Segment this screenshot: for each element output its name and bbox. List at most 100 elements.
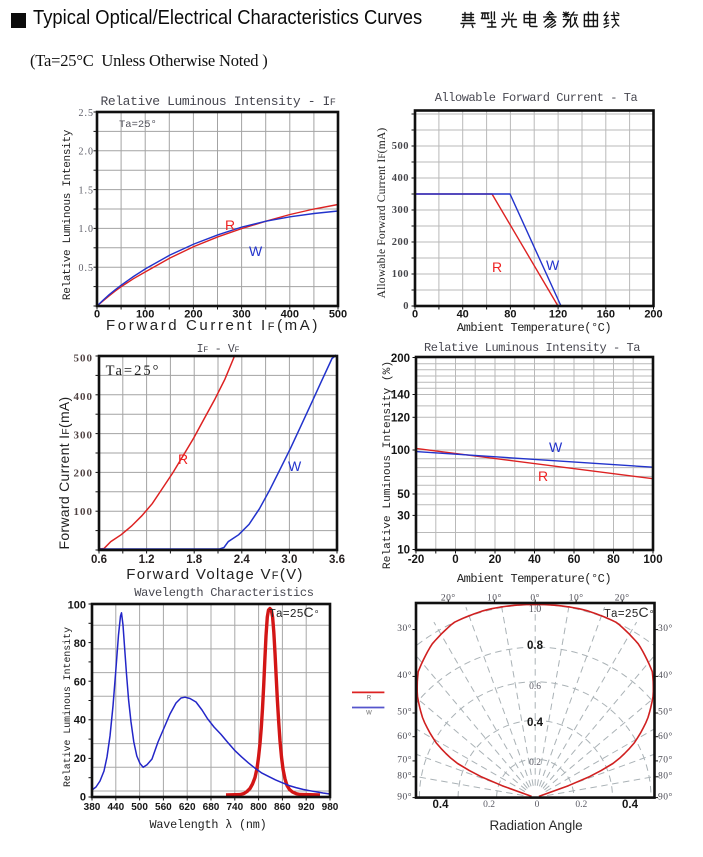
svg-text:1.0: 1.0 <box>79 224 95 235</box>
svg-text:Wavelength Characteristics: Wavelength Characteristics <box>134 586 314 600</box>
svg-text:-20: -20 <box>408 554 425 566</box>
svg-text:1.2: 1.2 <box>139 554 155 566</box>
svg-text:60: 60 <box>74 676 86 688</box>
svg-text:740: 740 <box>226 802 243 813</box>
svg-text:0°: 0° <box>530 593 540 604</box>
svg-text:R: R <box>367 696 372 702</box>
svg-text:800: 800 <box>250 802 267 813</box>
svg-text:20: 20 <box>74 753 86 765</box>
svg-text:100: 100 <box>392 269 409 280</box>
svg-text:60: 60 <box>568 554 581 566</box>
svg-text:0.2: 0.2 <box>529 758 541 768</box>
svg-text:80: 80 <box>607 554 620 566</box>
svg-text:Allowable Forward Current IF(m: Allowable Forward Current IF(mA) <box>376 128 388 299</box>
svg-text:80: 80 <box>74 638 86 650</box>
svg-text:80°: 80° <box>397 771 412 782</box>
svg-text:30°: 30° <box>658 623 673 634</box>
svg-text:20°: 20° <box>615 593 630 604</box>
svg-text:50: 50 <box>397 489 410 501</box>
svg-text:Relative Luminous Intensity -: Relative Luminous Intensity - Ta <box>424 341 640 355</box>
svg-text:620: 620 <box>179 802 196 813</box>
svg-text:90°: 90° <box>658 792 673 803</box>
svg-text:0: 0 <box>535 800 540 810</box>
svg-text:0.4: 0.4 <box>527 717 544 729</box>
svg-text:IF - VF: IF - VF <box>197 343 240 356</box>
svg-text:90°: 90° <box>397 792 412 803</box>
svg-text:Ta=25C°: Ta=25C° <box>269 604 320 621</box>
svg-text:Relative Luminous Intensity (%: Relative Luminous Intensity (%) <box>382 361 394 569</box>
svg-text:Ta=25C°: Ta=25C° <box>604 604 655 621</box>
svg-text:500: 500 <box>392 141 409 152</box>
svg-text:300: 300 <box>232 309 250 321</box>
svg-text:40: 40 <box>74 715 86 727</box>
svg-text:30°: 30° <box>397 623 412 634</box>
svg-text:W: W <box>366 711 372 717</box>
svg-text:Forward Current IF(mA): Forward Current IF(mA) <box>106 317 320 334</box>
svg-text:0.4: 0.4 <box>622 799 639 811</box>
svg-text:560: 560 <box>155 802 172 813</box>
svg-text:R: R <box>492 259 502 275</box>
svg-text:0.6: 0.6 <box>91 554 107 566</box>
svg-text:120: 120 <box>391 412 410 424</box>
svg-text:680: 680 <box>203 802 220 813</box>
svg-text:380: 380 <box>84 802 101 813</box>
svg-text:Ambient Temperature(°C): Ambient Temperature(°C) <box>457 321 611 335</box>
svg-text:300: 300 <box>74 429 94 441</box>
svg-text:Forward Voltage VF(V): Forward Voltage VF(V) <box>126 566 303 583</box>
svg-text:200: 200 <box>391 353 410 365</box>
svg-text:1.0: 1.0 <box>529 604 542 615</box>
svg-text:100: 100 <box>643 554 662 566</box>
svg-text:20°: 20° <box>441 593 456 604</box>
svg-text:Radiation Angle: Radiation Angle <box>489 818 582 833</box>
svg-text:3.6: 3.6 <box>329 554 345 566</box>
svg-text:R: R <box>538 468 548 484</box>
svg-text:30: 30 <box>397 510 410 522</box>
svg-text:0: 0 <box>80 792 86 804</box>
svg-text:W: W <box>549 439 563 455</box>
svg-text:0: 0 <box>94 309 100 321</box>
svg-text:920: 920 <box>298 802 315 813</box>
svg-text:100: 100 <box>74 506 94 518</box>
svg-text:10°: 10° <box>569 593 584 604</box>
svg-text:0.6: 0.6 <box>529 682 541 692</box>
svg-text:0: 0 <box>452 554 458 566</box>
svg-text:10°: 10° <box>487 593 502 604</box>
svg-text:400: 400 <box>74 391 94 403</box>
svg-text:980: 980 <box>322 802 339 813</box>
svg-text:40°: 40° <box>397 670 412 681</box>
svg-text:500: 500 <box>131 802 148 813</box>
svg-text:R: R <box>178 451 188 467</box>
svg-text:100: 100 <box>136 309 154 321</box>
svg-text:100: 100 <box>391 445 410 457</box>
svg-text:50°: 50° <box>397 707 412 718</box>
svg-text:200: 200 <box>392 237 409 248</box>
svg-text:0.4: 0.4 <box>433 799 450 811</box>
svg-text:20: 20 <box>489 554 502 566</box>
svg-text:160: 160 <box>597 309 615 321</box>
svg-text:40: 40 <box>457 309 469 321</box>
svg-text:50°: 50° <box>658 707 673 718</box>
svg-text:W: W <box>546 257 560 273</box>
svg-text:70°: 70° <box>658 755 673 766</box>
svg-text:0.2: 0.2 <box>575 800 587 810</box>
svg-text:W: W <box>249 243 263 259</box>
svg-text:0: 0 <box>403 301 409 312</box>
svg-text:500: 500 <box>329 309 347 321</box>
svg-text:Relative Luminous Intensity -: Relative Luminous Intensity - IF <box>100 94 335 109</box>
svg-text:1.8: 1.8 <box>186 554 203 566</box>
svg-text:200: 200 <box>644 309 662 321</box>
svg-text:0.5: 0.5 <box>79 263 95 274</box>
svg-text:500: 500 <box>74 353 94 365</box>
svg-text:0.2: 0.2 <box>483 800 495 810</box>
svg-text:200: 200 <box>184 309 202 321</box>
svg-text:1.5: 1.5 <box>79 185 95 196</box>
svg-text:Relative Luminous Intensity: Relative Luminous Intensity <box>62 627 73 787</box>
svg-text:R: R <box>225 217 235 233</box>
svg-text:860: 860 <box>274 802 291 813</box>
svg-text:Ambient Temperature(°C): Ambient Temperature(°C) <box>457 572 611 586</box>
svg-text:80°: 80° <box>658 771 673 782</box>
svg-text:Allowable Forward Current - Ta: Allowable Forward Current - Ta <box>435 91 638 105</box>
svg-text:2.0: 2.0 <box>79 147 95 158</box>
svg-text:40°: 40° <box>658 670 673 681</box>
svg-text:400: 400 <box>281 309 299 321</box>
